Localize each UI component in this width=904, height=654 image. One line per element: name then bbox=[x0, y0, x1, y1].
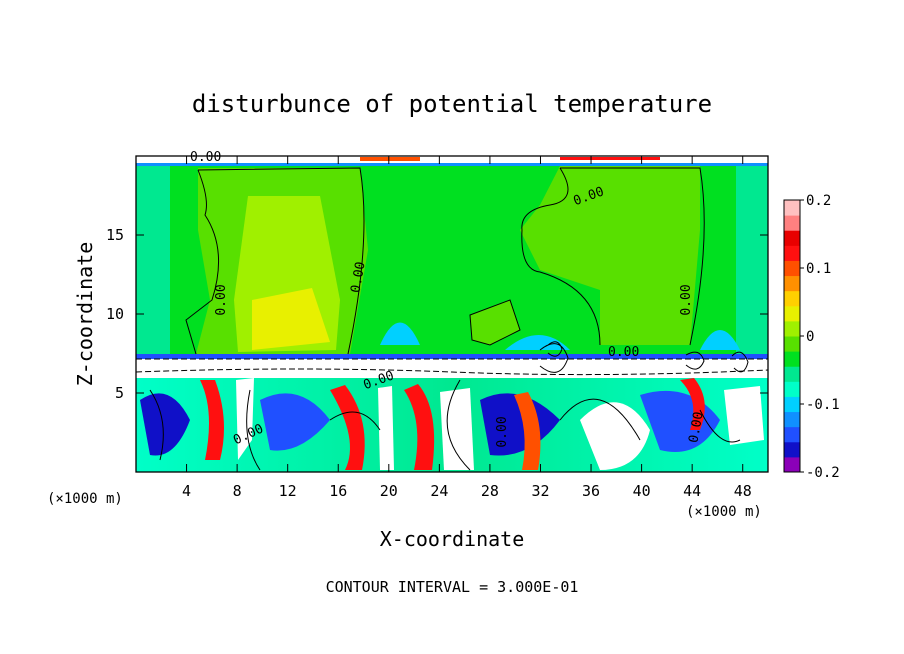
turb-red-3 bbox=[404, 384, 435, 470]
contour-label: 0.00 bbox=[190, 150, 221, 165]
contour-interval: CONTOUR INTERVAL = 3.000E-01 bbox=[326, 578, 579, 596]
colorbar-tick-label: 0 bbox=[806, 329, 814, 345]
turb-red-1 bbox=[200, 380, 224, 460]
colorbar-swatch bbox=[784, 351, 800, 367]
x-tick-label: 4 bbox=[182, 482, 191, 500]
colorbar-tick-label: 0.1 bbox=[806, 261, 831, 277]
contour-label: 0.00 bbox=[495, 416, 510, 447]
top-boundary-blue bbox=[136, 163, 768, 166]
colorbar-tick-label: -0.2 bbox=[806, 465, 840, 481]
turb-red-5 bbox=[680, 378, 705, 430]
cell-right bbox=[470, 300, 520, 345]
x-tick-label: 36 bbox=[582, 482, 600, 500]
colorbar-swatch bbox=[784, 426, 800, 443]
plume-right bbox=[520, 166, 700, 345]
interface-blue bbox=[136, 354, 768, 359]
plume-left-peak bbox=[252, 288, 330, 350]
colorbar-swatch bbox=[784, 230, 800, 246]
x-tick-label: 48 bbox=[734, 482, 752, 500]
turb-white-1 bbox=[236, 378, 254, 460]
x-tick-label: 24 bbox=[430, 482, 448, 500]
x-axis: 4 8 12 16 20 24 28 32 36 40 44 48 bbox=[182, 156, 752, 500]
turb-white-5 bbox=[724, 386, 764, 445]
y-tick-label: 15 bbox=[106, 226, 124, 244]
x-tick-label: 12 bbox=[279, 482, 297, 500]
blue-valley-3 bbox=[700, 330, 740, 350]
contour-label: 0.00 bbox=[214, 284, 229, 315]
blue-valley-2 bbox=[505, 335, 570, 350]
contour-lower bbox=[149, 379, 741, 471]
colorbar-swatch bbox=[784, 411, 800, 428]
plot-area bbox=[136, 156, 768, 472]
colorbar-swatch bbox=[784, 381, 800, 397]
colorbar-swatch bbox=[784, 275, 800, 292]
turb-blue-2 bbox=[260, 393, 330, 451]
turb-red-4 bbox=[514, 392, 541, 470]
turb-white-3 bbox=[440, 388, 474, 470]
blue-valley-1 bbox=[380, 322, 420, 345]
colorbar: 0.2 0.1 0 -0.1 -0.2 bbox=[783, 193, 840, 481]
field-right-edge bbox=[736, 162, 768, 358]
interface-band bbox=[136, 356, 768, 378]
top-boundary-red-2 bbox=[560, 157, 660, 160]
x-tick-label: 40 bbox=[633, 482, 651, 500]
y-axis: 5 10 15 bbox=[106, 226, 768, 402]
colorbar-tick-label: 0.2 bbox=[806, 193, 831, 209]
x-tick-label: 16 bbox=[329, 482, 347, 500]
colorbar-swatch bbox=[784, 200, 800, 216]
y-tick-label: 10 bbox=[106, 305, 124, 323]
colorbar-tick-label: -0.1 bbox=[806, 397, 840, 413]
contour-label: 0.00 bbox=[348, 261, 368, 294]
contour-label: 0.00 bbox=[608, 345, 639, 360]
turb-blue-1 bbox=[140, 393, 190, 456]
contour-zero-right bbox=[521, 167, 705, 346]
turb-red-2 bbox=[330, 385, 365, 470]
colorbar-swatch bbox=[784, 456, 800, 473]
x-unit-right: (×1000 m) bbox=[686, 504, 762, 520]
top-boundary bbox=[136, 156, 768, 164]
x-tick-label: 28 bbox=[481, 482, 499, 500]
top-boundary-red-1 bbox=[360, 157, 420, 161]
colorbar-swatch bbox=[784, 320, 800, 337]
y-tick-label: 5 bbox=[115, 384, 124, 402]
colorbar-swatch bbox=[784, 366, 800, 382]
contour-label: 0.00 bbox=[686, 411, 706, 444]
x-axis-label: X-coordinate bbox=[380, 527, 525, 551]
turb-white-4 bbox=[580, 402, 650, 470]
contour-zero-left bbox=[185, 167, 365, 355]
x-unit-left: (×1000 m) bbox=[47, 491, 123, 507]
colorbar-swatch bbox=[784, 290, 800, 307]
contour-eddies bbox=[539, 341, 749, 373]
field-left-edge bbox=[136, 162, 170, 358]
x-tick-label: 8 bbox=[233, 482, 242, 500]
contour-zero-cell bbox=[469, 299, 521, 346]
colorbar-swatch bbox=[784, 260, 800, 277]
chart-title: disturbunce of potential temperature bbox=[192, 90, 712, 118]
colorbar-swatch bbox=[784, 396, 800, 413]
colorbar-swatch bbox=[784, 441, 800, 458]
x-tick-label: 32 bbox=[531, 482, 549, 500]
y-axis-label: Z-coordinate bbox=[73, 242, 97, 387]
contour-interface bbox=[136, 358, 768, 376]
colorbar-swatch bbox=[784, 245, 800, 261]
colorbar-swatch bbox=[784, 215, 800, 231]
contour-label: 0.00 bbox=[679, 284, 694, 315]
colorbar-swatch bbox=[784, 336, 800, 352]
x-tick-label: 20 bbox=[380, 482, 398, 500]
x-tick-label: 44 bbox=[683, 482, 701, 500]
colorbar-swatch bbox=[784, 305, 800, 322]
turb-white-2 bbox=[378, 386, 394, 470]
